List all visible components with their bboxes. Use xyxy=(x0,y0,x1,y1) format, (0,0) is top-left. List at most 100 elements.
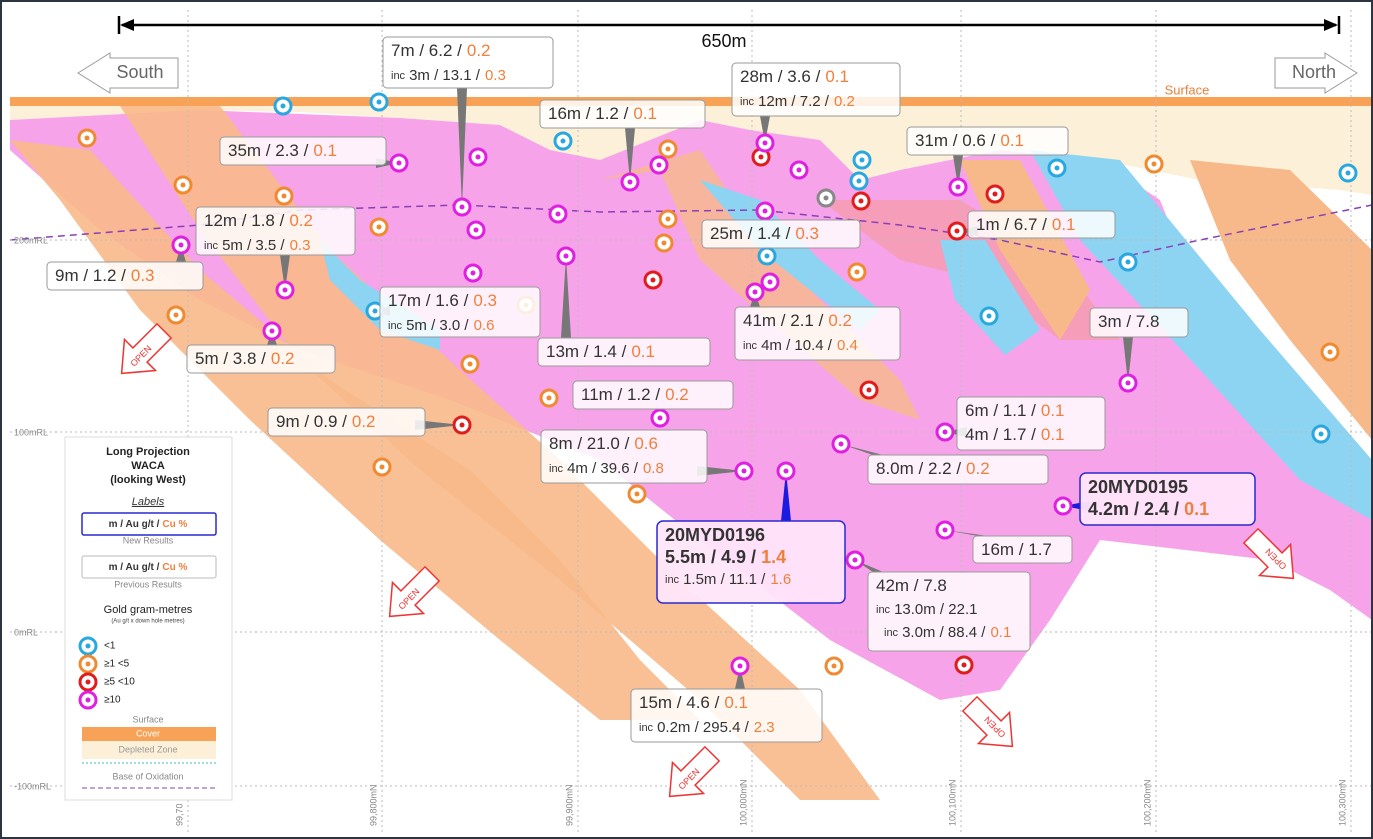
rl-label: 200mRL xyxy=(14,235,48,245)
intercept-line: 5m / 3.8 / 0.2 xyxy=(195,349,295,368)
drill-marker-core xyxy=(376,224,382,230)
leader xyxy=(697,466,744,476)
intercept-cu: 0.1 xyxy=(1184,499,1209,519)
leader xyxy=(735,666,745,689)
drill-marker-core xyxy=(634,491,640,497)
legend-class: ≥5 <10 xyxy=(104,677,135,688)
intercept-text: 5m / 3.0 / xyxy=(406,317,469,334)
legend-title: Long Projection xyxy=(106,446,190,458)
intercept-line: 15m / 4.6 /0.1 xyxy=(639,693,748,712)
intercept-cu: 0.4 xyxy=(837,337,858,354)
open-arrow-shape xyxy=(120,322,173,375)
leader xyxy=(945,530,988,536)
intercept-line: 9m / 1.2 / 0.3 xyxy=(55,266,155,285)
drill-marker-core xyxy=(1125,259,1131,265)
intercept-cu: 0.2 xyxy=(352,412,376,431)
legend: Long Projection WACA (looking West) Labe… xyxy=(64,436,233,801)
label-box xyxy=(731,62,901,117)
open-arrow: OPEN xyxy=(1242,527,1295,580)
intercept-text: 0.2m / 295.4 / xyxy=(657,719,750,736)
open-arrow: OPEN xyxy=(961,695,1014,748)
intercept-text: 6m / 1.1 / xyxy=(965,401,1036,420)
intercept-line: 4m / 1.7 / 0.1 xyxy=(965,425,1065,444)
drill-marker-core xyxy=(758,154,764,160)
intercept-cu: 0.2 xyxy=(289,211,313,230)
surface-label: Surface xyxy=(1165,82,1210,97)
drill-marker-core xyxy=(459,422,465,428)
inc-prefix: inc xyxy=(549,463,564,475)
south-arrow xyxy=(77,52,179,94)
drill-marker-core xyxy=(859,157,865,163)
label-box xyxy=(267,407,426,437)
drill-marker-core xyxy=(563,253,569,259)
drill-markers xyxy=(77,92,1358,676)
hole-name: 20MYD0196 xyxy=(665,525,765,545)
intercept-text: 7m / 6.2 / xyxy=(391,41,462,60)
intercept-line: 13m / 1.4 /0.1 xyxy=(546,342,655,361)
northing-label: 100,300mN xyxy=(1337,779,1347,826)
intercept-cu: 0.1 xyxy=(990,624,1011,641)
label-box xyxy=(972,535,1073,564)
intercept-text: 11m / 1.2 / xyxy=(581,385,660,404)
intercept-text: 13.0m / 22.1 xyxy=(894,601,977,618)
open-arrow: OPEN xyxy=(668,745,721,798)
intercept-cu: 0.1 xyxy=(1041,425,1065,444)
drill-marker-core xyxy=(764,253,770,259)
legend-title: (looking West) xyxy=(110,474,186,486)
intercept-line: 25m / 1.4 /0.3 xyxy=(710,224,819,243)
legend-key-text: m / Au g/t / xyxy=(109,519,160,530)
intercept-line: 1m / 6.7 / 0.1 xyxy=(976,215,1076,234)
intercept-text: 4.2m / 2.4 / xyxy=(1088,499,1179,519)
drill-marker-core xyxy=(280,103,286,109)
blue-band xyxy=(1030,150,1372,520)
intercept-line: 9m / 0.9 / 0.2 xyxy=(276,412,376,431)
legend-heading: Labels xyxy=(132,496,165,508)
scale-bar: 650m xyxy=(117,16,1341,51)
drill-marker-core xyxy=(823,195,829,201)
legend-key-cu: Cu % xyxy=(162,519,187,530)
label-box xyxy=(46,261,204,291)
drill-marker-core xyxy=(269,328,275,334)
label-box xyxy=(734,306,901,361)
legend-new-box xyxy=(81,512,217,536)
drill-marker-core xyxy=(85,643,91,649)
scale-arrow xyxy=(120,19,134,31)
intercept-text: 3m / 13.1 / xyxy=(409,67,481,84)
intercept-cu: 1.6 xyxy=(770,571,791,588)
drill-marker-core xyxy=(372,308,378,314)
intercept-cu: 0.3 xyxy=(795,224,819,243)
drill-marker-core xyxy=(954,228,960,234)
intercept-text: 8.0m / 2.2 / xyxy=(876,459,961,478)
label-box xyxy=(537,337,711,367)
inc-prefix: inc xyxy=(391,70,406,82)
northing-label: 100,200mN xyxy=(1142,779,1152,826)
drill-marker-core xyxy=(173,312,179,318)
intercept-line: 12m / 1.8 /0.2 xyxy=(204,211,313,230)
drill-marker-core xyxy=(942,527,948,533)
intercept-text: 4m / 10.4 / xyxy=(761,337,833,354)
intercept-text: 1m / 6.7 / xyxy=(976,215,1047,234)
open-arrow-shape xyxy=(668,745,721,798)
intercept-text: 41m / 2.1 / xyxy=(743,311,824,330)
label-box xyxy=(219,136,387,166)
drill-marker-core xyxy=(475,154,481,160)
intercept-cu: 0.1 xyxy=(313,141,337,160)
label-box xyxy=(572,380,734,410)
intercept-cu: 0.2 xyxy=(966,459,990,478)
drill-marker-core xyxy=(178,242,184,248)
blue-band xyxy=(940,240,1040,355)
legend-oxidation: Base of Oxidation xyxy=(112,771,183,781)
drill-marker-core xyxy=(838,441,844,447)
intercept-text: 13m / 1.4 / xyxy=(546,342,627,361)
drill-marker-core xyxy=(459,204,465,210)
drill-marker-core xyxy=(546,395,552,401)
northing-label: 99,900mN xyxy=(564,784,574,826)
label-box xyxy=(656,520,846,604)
open-arrow-shape xyxy=(388,565,441,618)
intercept-line: 8m / 21.0 /0.6 xyxy=(549,434,658,453)
intercept-text: 28m / 3.6 / xyxy=(740,67,821,86)
north-label: North xyxy=(1292,62,1336,82)
rl-label: 100mRL xyxy=(14,427,48,437)
intercept-line: inc 3.0m / 88.4 /0.1 xyxy=(884,624,1011,641)
